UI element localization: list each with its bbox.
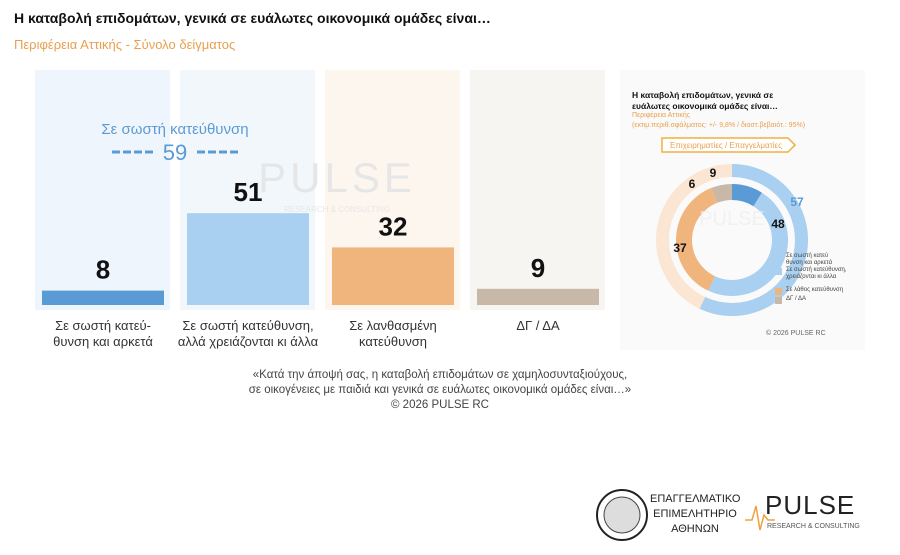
column-bg — [35, 70, 170, 310]
subtitle: Περιφέρεια Αττικής - Σύνολο δείγματος — [14, 37, 236, 52]
inset-note: (εκτιμ.περιθ.σφάλματος: +/- 9,8% / διαστ… — [632, 122, 806, 129]
outer-label: 57 — [790, 195, 804, 209]
donut-slice — [732, 184, 763, 207]
pulse-line — [745, 505, 775, 531]
watermark-tagline: RESEARCH & CONSULTING — [284, 205, 390, 214]
inset-subtitle: Περιφέρεια Αττικής — [632, 112, 691, 119]
footnote: «Κατά την άποψή σας, η καταβολή επιδομάτ… — [252, 369, 628, 381]
category-label: ΔΓ / ΔΑ — [516, 318, 560, 333]
bar — [42, 290, 164, 305]
inset-title: Η καταβολή επιδομάτων, γενικά σε ευάλωτε… — [632, 90, 778, 111]
legend-swatch — [775, 288, 782, 295]
inset-copyright: © 2026 PULSE RC — [766, 330, 826, 337]
footnote: © 2026 PULSE RC — [391, 399, 489, 411]
donut-slice — [708, 192, 789, 297]
chamber-name: ΕΠΑΓΓΕΛΜΑΤΙΚΟ — [650, 493, 741, 505]
legend-label: ΔΓ / ΔΑ — [786, 296, 806, 302]
value-label: 32 — [379, 211, 408, 241]
value-label: 9 — [531, 253, 545, 283]
tag-box — [661, 137, 797, 153]
legend-label: Σε σωστή κατεύθυνση, χρειάζονται κι άλλα — [786, 267, 847, 281]
donut-slice — [711, 184, 732, 203]
bar — [477, 288, 599, 305]
legend-label: Σε σωστή κατεύ θυνση και αρκετά — [786, 253, 833, 267]
value-label: 51 — [234, 177, 263, 207]
legend-swatch — [775, 297, 782, 304]
chamber-name: ΑΘΗΝΩΝ — [671, 523, 719, 535]
column-bg — [470, 70, 605, 310]
chamber-name: ΕΠΙΜΕΛΗΤΗΡΙΟ — [653, 508, 737, 520]
legend-swatch — [775, 268, 782, 275]
bar — [332, 247, 454, 305]
category-label: Σε λανθασμένη κατεύθυνση — [349, 318, 437, 350]
slice-label: 37 — [673, 241, 687, 255]
outer-arc — [699, 164, 809, 316]
watermark: PULSE — [699, 208, 765, 230]
slice-label: 48 — [771, 217, 785, 231]
bar — [187, 213, 309, 305]
brand-tagline: RESEARCH & CONSULTING — [767, 523, 860, 530]
title: Η καταβολή επιδομάτων, γενικά σε ευάλωτε… — [14, 10, 491, 26]
watermark: PULSE — [258, 154, 416, 201]
category-label: Σε σωστή κατεύ- θυνση και αρκετά — [53, 318, 153, 350]
chamber-logo-inner — [603, 496, 641, 534]
group-value: 59 — [163, 140, 187, 165]
donut-slice — [676, 187, 718, 291]
legend-label: Σε λάθος κατεύθυνση — [786, 287, 844, 293]
value-label: 8 — [96, 255, 110, 285]
slice-label: 9 — [710, 166, 717, 180]
footnote: σε οικογένειες με παιδιά και γενικά σε ε… — [248, 384, 632, 396]
group-label: Σε σωστή κατεύθυνση — [101, 121, 248, 138]
category-label: Σε σωστή κατεύθυνση, αλλά χρειάζονται κι… — [177, 318, 319, 350]
tag: Επιχειρηματίες / Επαγγελματίες — [670, 141, 782, 150]
slice-label: 6 — [689, 177, 696, 191]
brand: PULSE — [765, 490, 855, 520]
